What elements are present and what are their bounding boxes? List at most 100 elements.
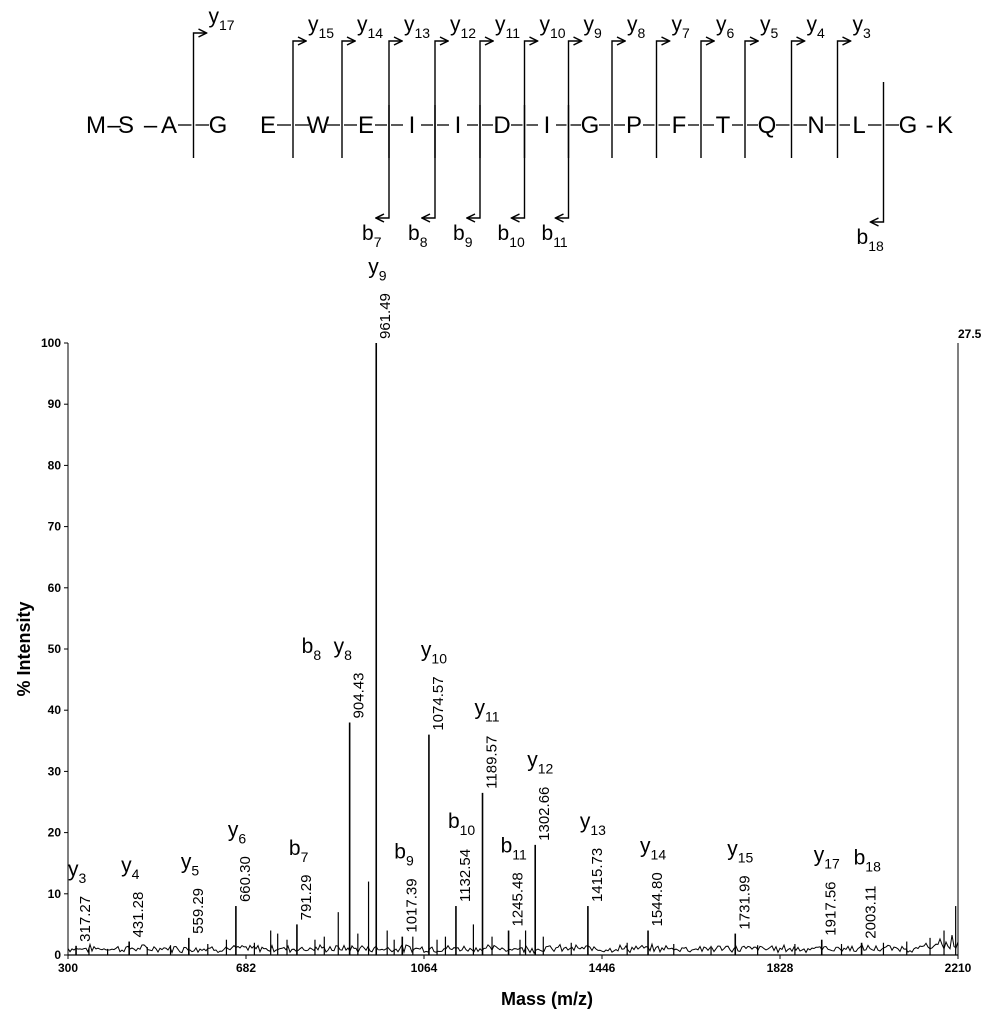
peak-ion-label: y11 [475,697,500,725]
sequence-dash: – [107,112,121,139]
residue-L: L [852,112,865,139]
y-ion-label: y8 [627,13,646,41]
residue-T: T [716,112,731,139]
y-ion-label: y5 [760,13,779,41]
residue-Q: Q [758,112,777,139]
y-tick-label: 10 [48,887,62,901]
b-cleavage-marker [556,105,570,218]
residue-S: S [118,112,134,139]
y-tick-label: 70 [48,520,62,534]
y-ion-label: y4 [807,13,826,41]
y-tick-label: 90 [48,397,62,411]
peak-mz-label: 1189.57 [484,736,501,789]
y-ion-label: y13 [404,13,430,41]
y-cleavage-marker [655,41,670,158]
x-tick-label: 682 [236,961,256,975]
peak-ion-label: y5 [181,850,200,878]
peak-ion-label: b11 [501,834,527,862]
peptide-fragmentation-diagram: M S A G E W E I I D I G P F T Q N L G K– – -y17 y15 y14 y13 y12 y1… [86,5,953,254]
b-ion-label: b11 [542,222,568,250]
b-ion-label: b8 [408,222,428,250]
y-cleavage-marker [836,41,851,158]
mass-spectrum: 0 10 20 30 40 50 60 70 80 90 100 300 682 1064 1446 182… [14,255,982,1009]
peak-ion-label: y17 [814,844,840,872]
peak-ion-label: y12 [527,749,553,777]
residue-A: A [161,112,177,139]
peak-mz-label: 1132.54 [457,849,474,902]
peak-ion-label: y15 [727,837,753,865]
residue-N: N [807,112,824,139]
peak-mz-label: 317.27 [77,896,94,942]
peak-ion-label: y3 [68,858,87,886]
peak-mz-label: 1917.56 [823,881,840,935]
y-ion-label: y7 [672,13,691,41]
peak-ion-label: b7 [289,837,309,865]
y-axis-ticks: 0 10 20 30 40 50 60 70 80 90 100 [41,336,68,962]
peak-ion-label: y10 [421,638,447,666]
residue-P: P [626,112,642,139]
b-ion-label: b18 [857,226,884,254]
residue-G: G [899,112,918,139]
y-cleavage-marker [700,41,714,158]
residue-W: W [307,112,330,139]
y-tick-label: 60 [48,581,62,595]
peak-mz-label: 1245.48 [510,872,527,926]
x-tick-label: 2210 [945,961,972,975]
y-cleavage-marker [567,41,582,158]
baseline-noise [67,935,959,955]
peak-mz-label: 1415.73 [589,848,606,902]
y-tick-label: 20 [48,826,62,840]
y-tick-label: 30 [48,764,62,778]
residue-K: K [937,112,953,139]
residue-D: D [493,112,510,139]
y-ion-label: y17 [209,5,235,33]
residue-E: E [358,112,374,139]
y-ion-label: y14 [357,13,383,41]
x-tick-label: 300 [58,961,78,975]
peak-ion-label: b8 [302,635,322,663]
y-ion-label: y15 [308,13,334,41]
peak-ion-label: y14 [640,834,666,862]
b-cleavage-marker [512,105,526,218]
b-ion-label: b7 [362,222,382,250]
y-ion-label: y3 [853,13,872,41]
b-cleavage-marker [467,105,481,218]
peak-mz-label: 2003.11 [863,886,880,939]
peak-ion-label: b9 [394,840,414,868]
y-cleavage-marker [611,41,625,158]
residue-G: G [209,112,228,139]
minor-peaks [88,881,957,955]
residue-I: I [544,112,551,139]
peak-ion-label: y6 [228,818,247,846]
peak-mz-label: 791.29 [298,875,315,921]
y-cleavage-marker [744,41,758,158]
y-ion-label: y12 [450,13,476,41]
residue-F: F [672,112,687,139]
x-axis-ticks: 300 682 1064 1446 1828 2210 [58,955,972,975]
x-tick-label: 1446 [589,961,616,975]
b-ion-label: b10 [498,222,525,250]
y-ion-label: y10 [540,13,566,41]
x-axis-label: Mass (m/z) [501,989,593,1009]
y-cleavage-marker [523,41,538,158]
x-tick-label: 1828 [767,961,794,975]
b-cleavage-marker [871,82,885,222]
y-tick-label: 100 [41,336,61,350]
y-cleavage-marker [292,41,306,158]
y-cleavage-marker [790,41,805,158]
peak-mz-label: 1017.39 [403,878,420,932]
y-cleavage-marker [388,41,402,158]
peak-mz-label: 1074.57 [430,676,447,730]
residue-E: E [260,112,276,139]
y-ion-label: y9 [584,13,603,41]
residue-M: M [86,112,106,139]
x-tick-label: 1064 [411,961,438,975]
peak-mz-label: 660.30 [237,856,254,902]
peak-ion-label: y13 [580,810,606,838]
peak-mz-label: 904.43 [351,673,368,719]
residue-I: I [455,112,462,139]
y-cleavage-marker [434,41,448,158]
y-ion-label: y6 [716,13,735,41]
peak-mz-label: 1544.80 [649,872,666,926]
peak-mz-label: 1302.66 [536,787,553,841]
